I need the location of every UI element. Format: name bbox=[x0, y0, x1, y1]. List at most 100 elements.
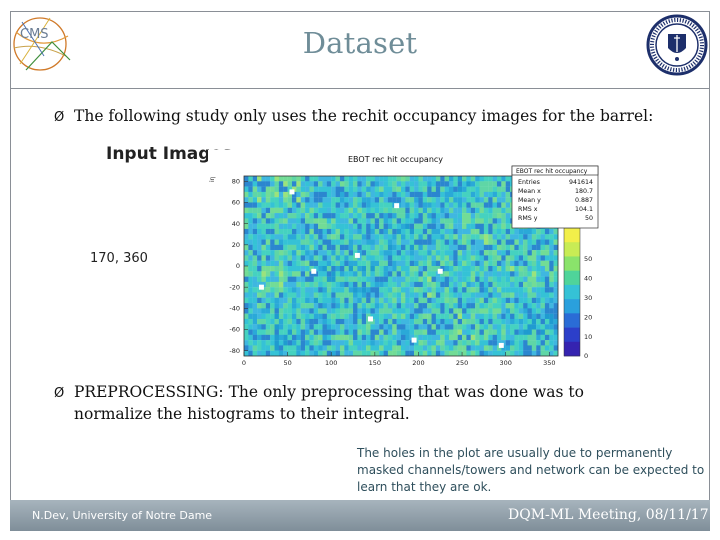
heatmap-cell bbox=[331, 186, 336, 193]
heatmap-cell bbox=[448, 297, 454, 304]
heatmap-cell bbox=[496, 334, 502, 341]
heatmap-cell bbox=[405, 239, 410, 245]
heatmap-cell bbox=[291, 281, 297, 288]
heatmap-cell bbox=[475, 271, 480, 277]
heatmap-cell bbox=[544, 276, 550, 283]
bullet-text-line2: normalize the histograms to their integr… bbox=[74, 405, 410, 423]
heatmap-cell bbox=[283, 271, 288, 277]
heatmap-cell bbox=[396, 334, 402, 341]
heatmap-cell bbox=[339, 345, 345, 351]
heatmap-cell bbox=[496, 318, 502, 325]
heatmap-cell bbox=[523, 340, 528, 346]
heatmap-cell bbox=[339, 308, 345, 314]
heatmap-cell bbox=[296, 260, 301, 267]
heatmap-cell bbox=[261, 239, 266, 245]
heatmap-cell bbox=[470, 308, 476, 314]
heatmap-cell bbox=[357, 350, 362, 357]
masked-channel-hole bbox=[258, 284, 264, 290]
heatmap-cell bbox=[440, 255, 445, 261]
heatmap-cell bbox=[296, 239, 301, 245]
heatmap-cell bbox=[348, 340, 354, 346]
heatmap-cell bbox=[257, 191, 262, 198]
heatmap-cell bbox=[274, 303, 280, 309]
heatmap-cell bbox=[309, 228, 314, 235]
color-scale-step bbox=[564, 242, 580, 257]
y-tick-label: -40 bbox=[229, 305, 240, 313]
heatmap-cell bbox=[335, 228, 341, 235]
heatmap-cell bbox=[318, 228, 323, 235]
heatmap-cell bbox=[396, 197, 402, 203]
heatmap-cell bbox=[278, 313, 284, 320]
heatmap-cell bbox=[501, 303, 506, 309]
heatmap-cell bbox=[523, 292, 528, 298]
heatmap-cell bbox=[453, 186, 458, 193]
heatmap-cell bbox=[448, 218, 454, 224]
heatmap-cell bbox=[305, 340, 310, 346]
heatmap-cell bbox=[244, 223, 249, 230]
heatmap-cell bbox=[475, 176, 480, 182]
heatmap-cell bbox=[440, 202, 445, 208]
heatmap-cell bbox=[257, 255, 262, 261]
heatmap-cell bbox=[366, 276, 371, 283]
heatmap-cell bbox=[514, 292, 519, 298]
heatmap-cell bbox=[366, 207, 371, 214]
heatmap-cell bbox=[270, 223, 275, 230]
heatmap-cell bbox=[248, 340, 253, 346]
heatmap-cell bbox=[483, 250, 489, 256]
heatmap-cell bbox=[374, 260, 380, 267]
heatmap-cell bbox=[348, 207, 354, 214]
heatmap-cell bbox=[374, 176, 380, 182]
heatmap-cell bbox=[313, 303, 319, 309]
heatmap-cell bbox=[523, 334, 528, 341]
heatmap-cell bbox=[475, 244, 480, 251]
heatmap-cell bbox=[492, 340, 498, 346]
heatmap-cell bbox=[265, 234, 271, 240]
heatmap-cell bbox=[501, 329, 506, 335]
heatmap-cell bbox=[431, 276, 437, 283]
heatmap-cell bbox=[252, 308, 258, 314]
heatmap-cell bbox=[313, 260, 319, 267]
heatmap-cell bbox=[313, 345, 319, 351]
heatmap-cell bbox=[418, 239, 423, 245]
heatmap-cell bbox=[353, 329, 358, 335]
heatmap-cell bbox=[370, 228, 375, 235]
heatmap-cell bbox=[492, 202, 498, 208]
heatmap-cell bbox=[348, 281, 354, 288]
heatmap-cell bbox=[300, 176, 306, 182]
heatmap-cell bbox=[501, 239, 506, 245]
heatmap-cell bbox=[462, 287, 467, 293]
heatmap-cell bbox=[353, 197, 358, 203]
heatmap-cell bbox=[339, 334, 345, 341]
heatmap-cell bbox=[475, 334, 480, 341]
heatmap-cell bbox=[440, 176, 445, 182]
heatmap-cell bbox=[335, 202, 341, 208]
heatmap-cell bbox=[523, 303, 528, 309]
heatmap-cell bbox=[383, 292, 389, 298]
heatmap-cell bbox=[392, 266, 397, 272]
heatmap-cell bbox=[309, 255, 314, 261]
heatmap-cell bbox=[435, 271, 441, 277]
heatmap-cell bbox=[431, 266, 437, 272]
heatmap-cell bbox=[492, 329, 498, 335]
heatmap-cell bbox=[549, 340, 554, 346]
heatmap-cell bbox=[387, 228, 393, 235]
heatmap-cell bbox=[409, 181, 415, 187]
heatmap-cell bbox=[257, 266, 262, 272]
heatmap-cell bbox=[348, 223, 354, 230]
heatmap-cell bbox=[448, 223, 454, 230]
heatmap-cell bbox=[531, 350, 537, 357]
heatmap-cell bbox=[540, 308, 546, 314]
heatmap-cell bbox=[518, 260, 524, 267]
heatmap-cell bbox=[510, 260, 515, 267]
heatmap-cell bbox=[379, 308, 384, 314]
heatmap-cell bbox=[322, 239, 328, 245]
heatmap-cell bbox=[278, 213, 284, 219]
heatmap-cell bbox=[383, 202, 389, 208]
heatmap-cell bbox=[405, 281, 410, 288]
heatmap-cell bbox=[523, 345, 528, 351]
holes-note: The holes in the plot are usually due to… bbox=[357, 446, 705, 494]
heatmap-cell bbox=[387, 287, 393, 293]
heatmap-cell bbox=[431, 223, 437, 230]
x-axis-ticks: 0 50 100 150 200 250 300 350 bbox=[242, 352, 555, 367]
heatmap-cell bbox=[366, 191, 371, 198]
